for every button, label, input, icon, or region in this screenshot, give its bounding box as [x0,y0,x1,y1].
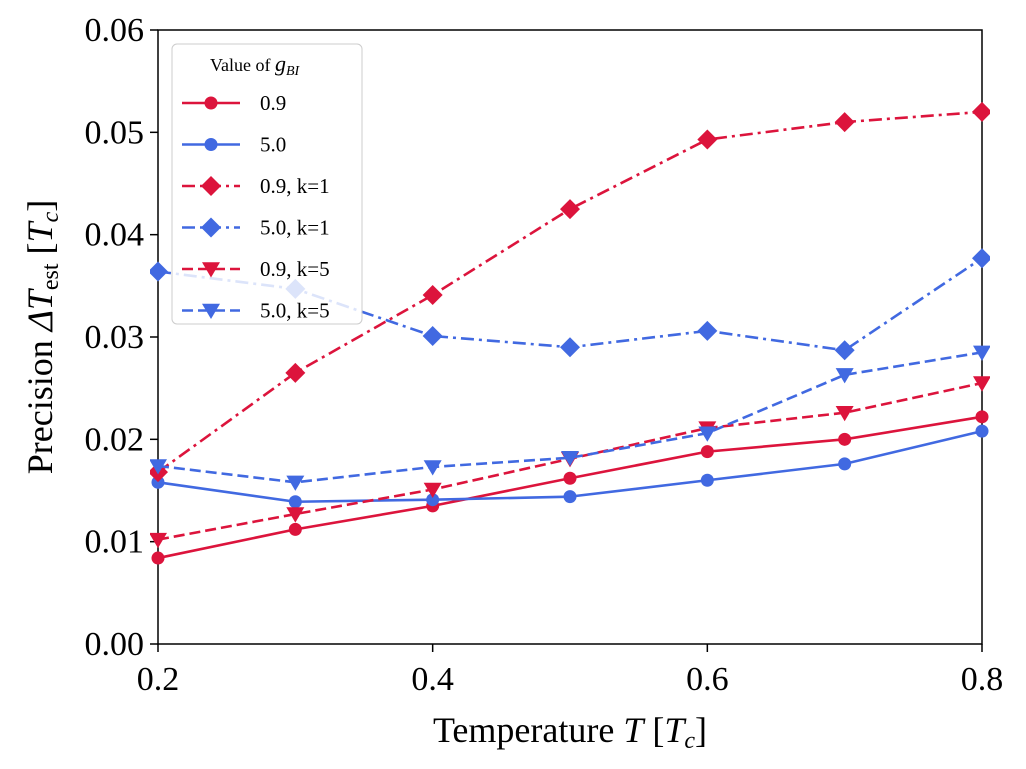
legend-label: 5.0 [260,133,286,157]
data-point [700,473,714,487]
data-point [422,285,443,306]
legend-label: 0.9, k=1 [260,174,330,198]
data-point [698,426,717,442]
legend-marker [204,96,218,110]
legend-marker [201,217,221,238]
y-tick-label: 0.01 [85,524,145,561]
y-axis-label: Precision ΔTest [Tc] [20,200,64,475]
data-point [285,362,306,383]
data-point [700,445,714,459]
data-point [838,457,852,471]
legend: Value of gBI 0.9 5.0 0.9, k=1 5.0, k=1 0.9, … [171,43,363,325]
legend-marker [202,262,220,278]
data-point [972,101,990,122]
data-point [151,475,165,489]
legend-marker [201,176,221,196]
data-point [560,199,580,220]
data-point [560,337,580,358]
data-point [973,345,990,361]
data-point [697,320,718,341]
legend-marker [204,138,218,151]
data-point [838,432,852,446]
data-point [834,340,855,361]
x-tick-label: 0.8 [961,661,1004,698]
legend-entry: 5.0, k=5 [182,299,330,323]
data-point [975,424,989,438]
data-point [835,405,854,422]
legend-entries: 0.9 5.0 0.9, k=1 5.0, k=1 0.9, k=5 5.0, k=5 [182,91,330,323]
legend-label: 5.0, k=5 [260,299,330,323]
data-point [561,451,579,467]
y-tick-label: 0.05 [85,114,145,151]
data-point [151,551,165,565]
legend-marker [202,303,220,320]
data-point [288,495,302,509]
legend-label: 0.9 [260,91,286,115]
data-point [150,459,167,475]
series-5 [150,345,990,491]
data-point [972,248,990,269]
legend-box [171,43,363,325]
y-tick-label: 0.06 [85,12,145,49]
legend-entry: 0.9, k=5 [182,257,330,281]
data-point [150,532,167,549]
data-point [834,112,855,133]
y-tick-label: 0.04 [85,217,145,254]
legend-label: 0.9, k=5 [260,257,330,281]
data-point [975,410,989,424]
data-point [563,490,577,504]
y-tick-label: 0.03 [85,319,145,356]
data-point [423,460,442,476]
data-point [563,471,577,485]
data-point [697,129,718,150]
y-tick-label: 0.00 [85,626,145,663]
data-point [288,522,302,536]
legend-entry: 5.0 [182,133,286,157]
series-1 [151,424,989,509]
data-point [286,475,305,491]
data-point [150,261,168,282]
data-point [426,493,440,507]
x-axis-label: Temperature T [Tc] [433,710,707,754]
y-tick-label: 0.02 [85,421,145,458]
data-point [835,368,854,384]
data-point [286,507,305,523]
x-tick-label: 0.6 [686,661,729,698]
y-axis-ticks: 0.00 0.01 0.02 0.03 0.04 0.05 0.06 [85,12,158,663]
data-point [423,482,442,499]
x-tick-label: 0.4 [411,661,454,698]
data-point [973,376,990,392]
x-tick-label: 0.2 [137,661,180,698]
x-axis-ticks: 0.2 0.4 0.6 0.8 [137,644,1004,698]
legend-label: 5.0, k=1 [260,216,330,240]
legend-entry: 5.0, k=1 [182,216,330,240]
legend-title: Value of gBI [210,51,301,79]
legend-entry: 0.9, k=1 [182,174,330,198]
legend-entry: 0.9 [182,91,286,115]
data-point [422,325,443,346]
